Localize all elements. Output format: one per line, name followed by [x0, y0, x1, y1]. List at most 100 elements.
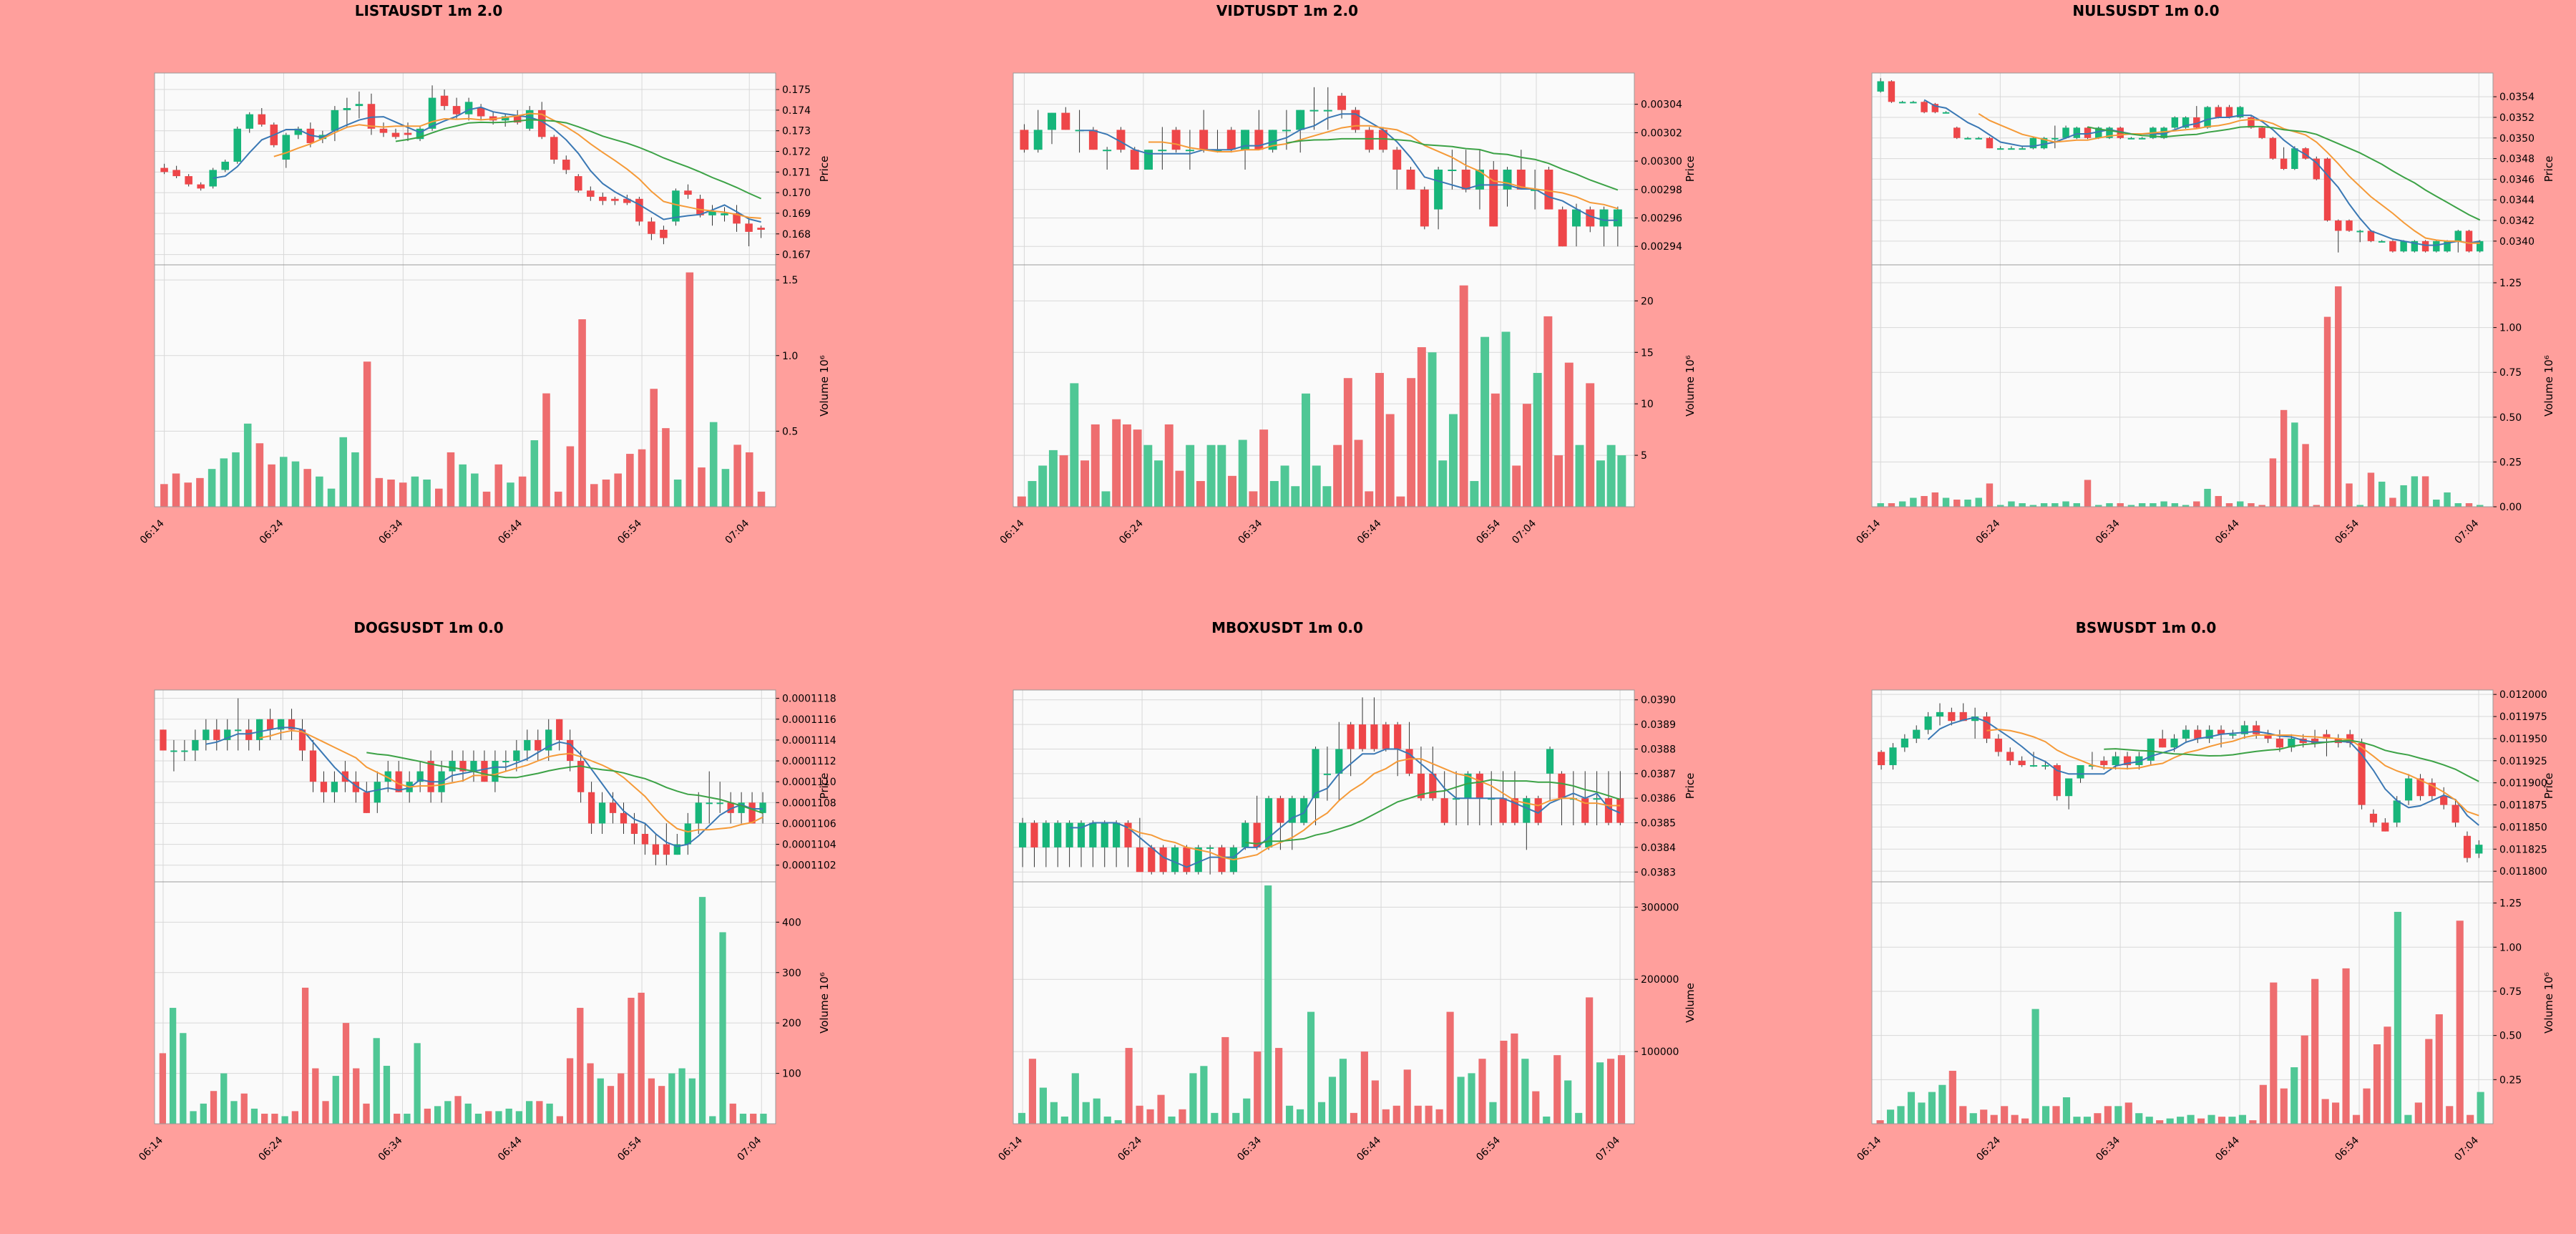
- volume-tick-label: 0.5: [782, 426, 798, 437]
- volume-bar: [2204, 488, 2211, 507]
- price-tick-label: 0.169: [782, 208, 811, 220]
- volume-bar: [1511, 1033, 1518, 1124]
- volume-bar: [1103, 1116, 1111, 1124]
- volume-tick-label: 1.0: [782, 351, 798, 362]
- candle-body: [1382, 724, 1390, 749]
- candle-body: [1616, 798, 1624, 823]
- candle-body: [2358, 743, 2366, 805]
- volume-bar: [232, 452, 240, 507]
- plot-area: [155, 73, 776, 507]
- candle-body: [197, 184, 205, 189]
- candle-body: [1392, 150, 1402, 170]
- candle-body: [1599, 209, 1609, 227]
- candle-body: [672, 190, 680, 222]
- candle-body: [1030, 822, 1038, 847]
- candle-body: [185, 176, 192, 185]
- candle-body: [1241, 130, 1250, 150]
- volume-bar: [2052, 1106, 2060, 1124]
- volume-bar: [662, 428, 670, 507]
- candle-body: [1558, 773, 1566, 799]
- candle-body: [1116, 130, 1126, 150]
- volume-bar: [2041, 1106, 2050, 1124]
- volume-bar: [454, 1096, 462, 1124]
- candle-body: [1394, 724, 1402, 749]
- ma-short-line: [205, 727, 763, 847]
- price-tick-label: 0.172: [782, 147, 811, 158]
- volume-bar: [444, 1101, 452, 1124]
- x-tick-label: 06:24: [1117, 518, 1146, 546]
- price-tick-label: 0.0001106: [782, 818, 836, 830]
- volume-bar: [1996, 505, 2004, 507]
- volume-bar: [169, 1008, 177, 1124]
- candle-body: [363, 792, 370, 813]
- candle-body: [2053, 764, 2061, 797]
- volume-bar: [2425, 1039, 2433, 1124]
- volume-bar: [607, 1086, 615, 1124]
- x-tick-label: 06:54: [1474, 1135, 1503, 1163]
- candle-body: [684, 190, 692, 195]
- candle-body: [1171, 130, 1181, 150]
- candle-body: [1323, 110, 1332, 112]
- volume-bar: [2444, 492, 2451, 507]
- x-tick-label: 06:54: [2333, 518, 2361, 546]
- candle-body: [620, 812, 628, 824]
- volume-bar: [577, 1008, 584, 1124]
- candle-body: [2171, 117, 2179, 128]
- volume-bar: [587, 1063, 594, 1124]
- candle-body: [757, 228, 765, 230]
- volume-bar: [2346, 483, 2353, 507]
- candle-body: [2428, 782, 2436, 797]
- candle-body: [1312, 749, 1319, 799]
- candle-body: [1544, 169, 1553, 210]
- price-tick-label: 0.0340: [2499, 236, 2534, 248]
- x-tick-label: 06:54: [2333, 1135, 2361, 1163]
- candle-body: [587, 190, 595, 197]
- candle-body: [513, 116, 522, 123]
- volume-bar: [556, 1116, 563, 1124]
- candle-body: [1953, 127, 1961, 138]
- candle-body: [1586, 209, 1595, 227]
- volume-bar: [590, 484, 598, 507]
- candle-body: [2369, 813, 2378, 823]
- volume-bar: [614, 473, 622, 507]
- candle-body: [2029, 764, 2038, 767]
- volume-bar: [2477, 1092, 2484, 1124]
- volume-bar: [746, 452, 753, 507]
- candle-body: [502, 761, 509, 763]
- volume-tick-label: 300: [782, 968, 801, 979]
- candle-body: [1268, 130, 1277, 150]
- chart-title: VIDTUSDT 1m 2.0: [1216, 2, 1358, 19]
- volume-bar: [160, 484, 168, 507]
- volume-bar: [351, 452, 359, 507]
- candle-body: [172, 170, 180, 177]
- candle-body: [2100, 760, 2108, 765]
- plot-area: [1872, 73, 2493, 507]
- candle-body: [2477, 241, 2484, 252]
- candle-body: [1983, 716, 1991, 739]
- candle-body: [1335, 749, 1343, 774]
- volume-bar: [373, 1038, 380, 1124]
- volume-bar: [729, 1103, 736, 1124]
- candle-body: [1878, 752, 1885, 765]
- candle-body: [331, 110, 339, 131]
- candle-body: [2084, 127, 2092, 138]
- candle-body: [660, 230, 668, 238]
- candle-body: [1347, 724, 1355, 749]
- volume-bar: [1122, 424, 1131, 507]
- volume-bar: [1048, 450, 1058, 507]
- volume-bar: [2313, 505, 2321, 507]
- volume-bar: [2433, 499, 2440, 507]
- volume-bar: [1343, 378, 1352, 507]
- volume-bar: [2258, 505, 2265, 507]
- volume-bar: [1093, 1098, 1101, 1124]
- chart-title: DOGSUSDT 1m 0.0: [353, 619, 503, 636]
- x-tick-label: 06:54: [1474, 518, 1503, 546]
- volume-bar: [1175, 470, 1184, 507]
- volume-bar: [2356, 505, 2363, 507]
- candle-body: [2073, 127, 2081, 138]
- candle-body: [2421, 241, 2429, 252]
- candle-body: [2194, 729, 2202, 739]
- volume-axis-label: Volume 10⁶: [1684, 355, 1697, 417]
- volume-bar: [2150, 502, 2157, 507]
- candle-body: [428, 97, 436, 129]
